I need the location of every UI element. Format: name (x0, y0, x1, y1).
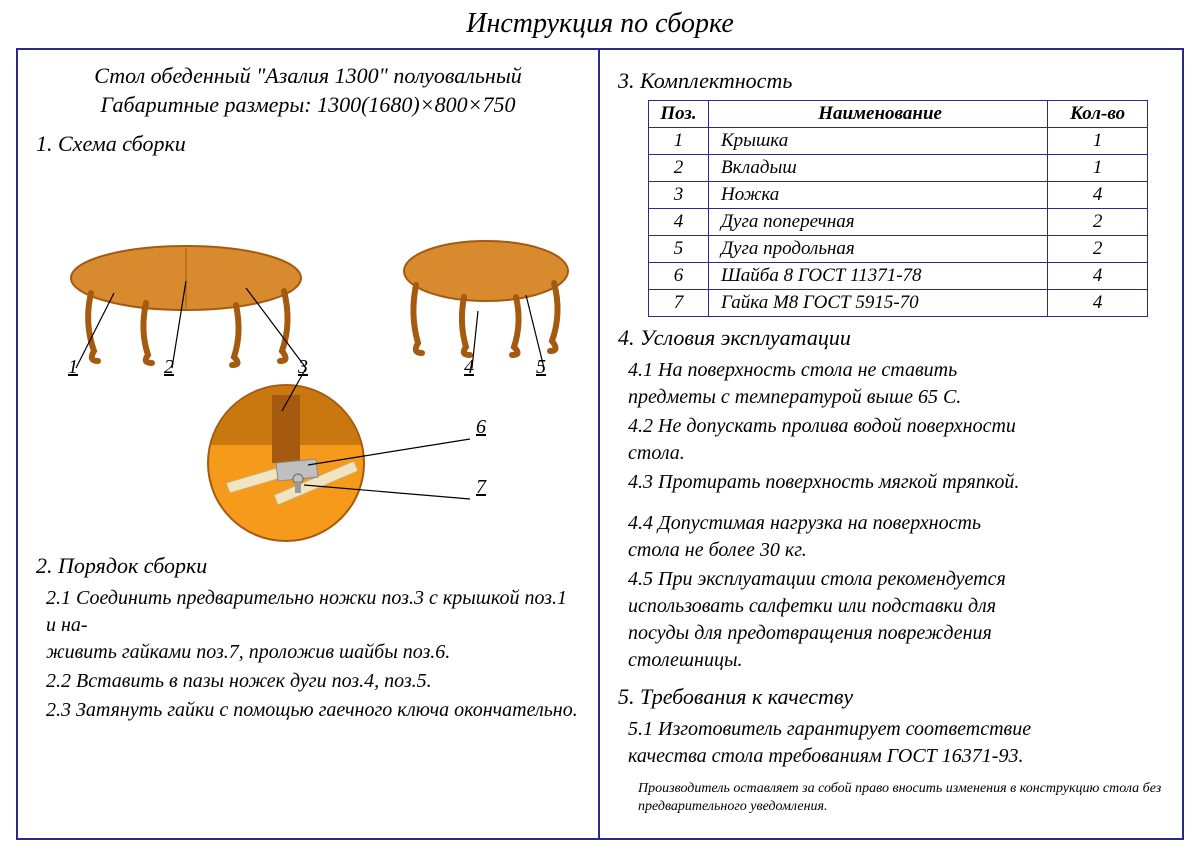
col-name-header: Наименование (708, 101, 1047, 128)
list-item: 2.1 Соединить предварительно ножки поз.3… (46, 585, 580, 666)
table-row: 6Шайба 8 ГОСТ 11371-784 (649, 263, 1148, 290)
cell-qty: 2 (1048, 209, 1148, 236)
section-2-body: 2.1 Соединить предварительно ножки поз.3… (46, 585, 580, 724)
assembly-diagram: 1 2 3 4 5 6 7 (36, 163, 576, 543)
cell-name: Крышка (708, 128, 1047, 155)
table-row: 1Крышка1 (649, 128, 1148, 155)
cell-pos: 1 (649, 128, 709, 155)
cell-qty: 2 (1048, 236, 1148, 263)
section-1-heading: 1. Схема сборки (36, 131, 580, 157)
cell-qty: 1 (1048, 128, 1148, 155)
cell-pos: 7 (649, 290, 709, 317)
cell-name: Вкладыш (708, 155, 1047, 182)
table-row: 7Гайка М8 ГОСТ 5915-704 (649, 290, 1148, 317)
callout-7: 7 (476, 476, 487, 498)
parts-table: Поз. Наименование Кол-во 1Крышка12Вклады… (648, 100, 1148, 317)
product-name: Стол обеденный "Азалия 1300" полуовальны… (36, 62, 580, 91)
cell-qty: 4 (1048, 182, 1148, 209)
list-item: 4.4 Допустимая нагрузка на поверхность с… (628, 510, 1166, 564)
table-row: 5Дуга продольная2 (649, 236, 1148, 263)
callout-6: 6 (476, 416, 486, 438)
cell-pos: 5 (649, 236, 709, 263)
table-row: 4Дуга поперечная2 (649, 209, 1148, 236)
cell-name: Дуга продольная (708, 236, 1047, 263)
list-item: 2.2 Вставить в пазы ножек дуги поз.4, по… (46, 668, 580, 695)
cell-name: Гайка М8 ГОСТ 5915-70 (708, 290, 1047, 317)
list-item (628, 498, 1166, 508)
cell-qty: 1 (1048, 155, 1148, 182)
col-qty-header: Кол-во (1048, 101, 1148, 128)
cell-pos: 2 (649, 155, 709, 182)
callout-3: 3 (297, 356, 308, 378)
right-column: 3. Комплектность Поз. Наименование Кол-в… (600, 50, 1184, 838)
cell-pos: 3 (649, 182, 709, 209)
section-4-body: 4.1 На поверхность стола не ставить пред… (628, 357, 1166, 674)
cell-pos: 6 (649, 263, 709, 290)
col-pos-header: Поз. (649, 101, 709, 128)
section-2-heading: 2. Порядок сборки (36, 553, 580, 579)
detail-circle (208, 385, 364, 541)
table-row: 3Ножка4 (649, 182, 1148, 209)
table-row: 2Вкладыш1 (649, 155, 1148, 182)
page-title: Инструкция по сборке (0, 8, 1200, 40)
callout-5: 5 (536, 356, 546, 378)
cell-pos: 4 (649, 209, 709, 236)
list-item: 2.3 Затянуть гайки с помощью гаечного кл… (46, 697, 580, 724)
product-header: Стол обеденный "Азалия 1300" полуовальны… (36, 62, 580, 119)
list-item: 4.5 При эксплуатации стола рекомендуется… (628, 566, 1166, 674)
section-5-body: 5.1 Изготовитель гарантирует соответстви… (628, 716, 1166, 770)
section-3-heading: 3. Комплектность (618, 68, 1166, 94)
list-item: 4.2 Не допускать пролива водой поверхнос… (628, 413, 1166, 467)
cell-name: Дуга поперечная (708, 209, 1047, 236)
table-compact-icon (404, 241, 568, 355)
cell-qty: 4 (1048, 263, 1148, 290)
list-item: 4.1 На поверхность стола не ставить пред… (628, 357, 1166, 411)
list-item: 5.1 Изготовитель гарантирует соответстви… (628, 716, 1166, 770)
list-item: 4.3 Протирать поверхность мягкой тряпкой… (628, 469, 1166, 496)
table-extended-icon (71, 246, 301, 365)
section-4-heading: 4. Условия эксплуатации (618, 325, 1166, 351)
table-header-row: Поз. Наименование Кол-во (649, 101, 1148, 128)
callout-1: 1 (68, 356, 78, 378)
left-column: Стол обеденный "Азалия 1300" полуовальны… (18, 50, 598, 838)
section-5-heading: 5. Требования к качеству (618, 684, 1166, 710)
product-dimensions: Габаритные размеры: 1300(1680)×800×750 (36, 91, 580, 120)
cell-qty: 4 (1048, 290, 1148, 317)
callout-2: 2 (164, 356, 174, 378)
disclaimer-note: Производитель оставляет за собой право в… (638, 780, 1166, 816)
drawing-frame: Стол обеденный "Азалия 1300" полуовальны… (16, 48, 1184, 840)
callout-4: 4 (464, 356, 474, 378)
cell-name: Ножка (708, 182, 1047, 209)
cell-name: Шайба 8 ГОСТ 11371-78 (708, 263, 1047, 290)
